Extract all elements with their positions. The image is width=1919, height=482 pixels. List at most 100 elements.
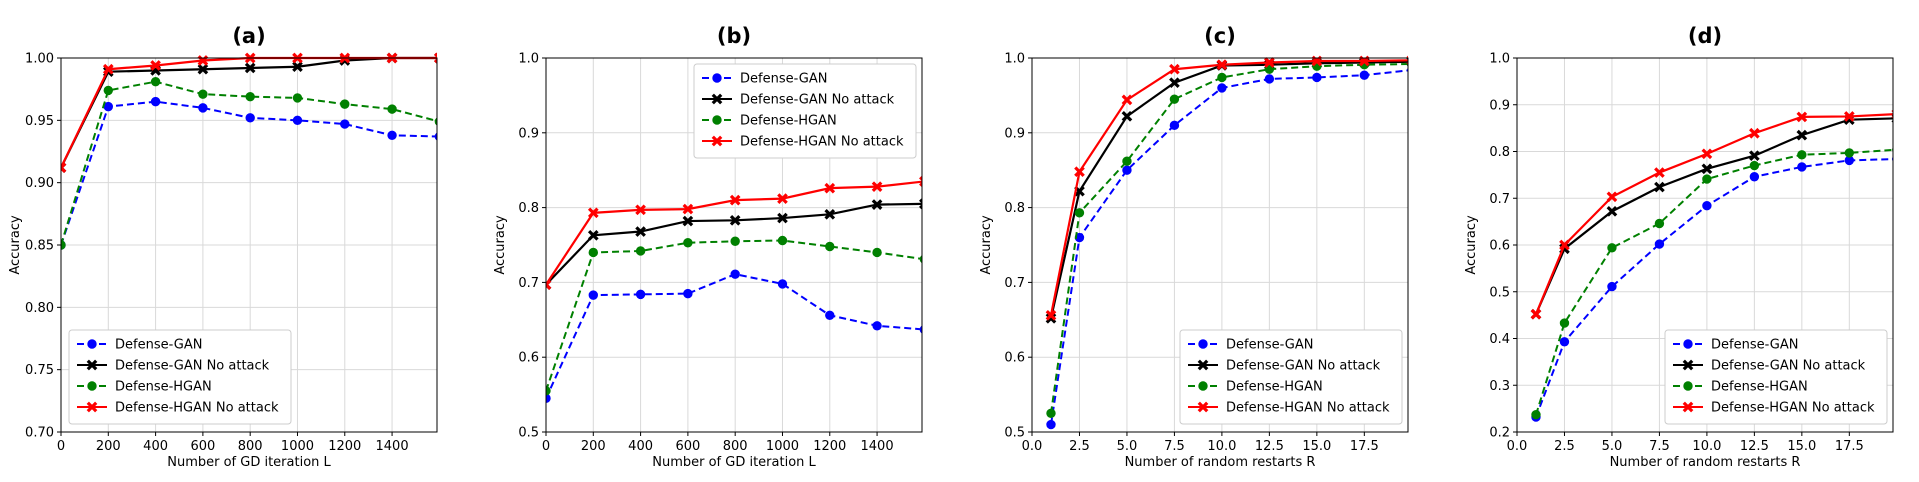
data-point-defense-gan: [1797, 162, 1807, 172]
legend-label: Defense-HGAN No attack: [115, 401, 279, 416]
legend-entry-defense-hgan-no-attack: Defense-HGAN No attack: [1673, 401, 1875, 416]
data-point-defense-gan-no-attack: [1169, 77, 1180, 89]
data-point-defense-gan: [777, 279, 788, 289]
data-point-defense-gan: [198, 103, 208, 113]
data-point-defense-hgan-no-attack: [1216, 59, 1228, 71]
x-axis-label: Number of random restarts R: [1610, 455, 1801, 470]
legend-label: Defense-GAN No attack: [115, 359, 270, 374]
data-point-defense-gan: [1169, 120, 1180, 131]
data-point-defense-hgan: [1797, 150, 1807, 160]
data-point-defense-hgan-no-attack: [777, 193, 788, 204]
x-tick-label: 0: [57, 439, 65, 454]
y-tick-label: 1.0: [1489, 52, 1510, 67]
legend-marker: [1197, 401, 1209, 413]
data-point-defense-hgan: [730, 236, 740, 246]
y-tick-label: 0.5: [518, 426, 539, 441]
data-point-defense-hgan-no-attack: [1654, 167, 1665, 178]
y-tick-label: 0.7: [1004, 276, 1025, 291]
data-point-defense-hgan: [387, 104, 397, 114]
chart-panel-d: 0.0 2.5 5.0 7.5 10.0 12.5 15.0 17.5 0.2 0.3 0.4 0.5…: [1464, 24, 1894, 470]
data-point-defense-gan: [1312, 72, 1322, 83]
x-tick-label: 0: [542, 439, 550, 454]
chart-panel-b: 0 200 400 600 800 1000 1200 1400 0.5 0.6 0.7 0.8 0.9…: [493, 24, 923, 470]
x-tick-label: 15.0: [1302, 439, 1331, 454]
series-line-defense-gan-no-attack: [1534, 117, 1893, 315]
x-tick-label: 1400: [376, 439, 409, 454]
data-point-defense-gan-no-attack: [1749, 150, 1760, 162]
data-point-defense-gan: [825, 310, 835, 321]
data-point-defense-gan: [1264, 74, 1275, 84]
data-point-defense-hgan: [103, 85, 113, 96]
x-tick-label: 1000: [281, 439, 314, 454]
y-axis-label: Accuracy: [493, 215, 508, 275]
data-point-defense-gan-no-attack: [1891, 113, 1893, 123]
data-point-defense-hgan-no-attack: [729, 194, 741, 206]
x-axis-label: Number of GD iteration L: [167, 455, 331, 470]
data-point-defense-hgan-no-attack: [1530, 308, 1542, 320]
data-point-defense-gan: [1892, 156, 1893, 162]
x-tick-label: 400: [628, 439, 653, 454]
chart-title: (b): [717, 24, 751, 48]
data-point-defense-hgan-no-attack: [1169, 63, 1180, 75]
legend-entry-defense-hgan-no-attack: Defense-HGAN No attack: [1188, 401, 1390, 416]
data-point-defense-gan: [150, 96, 161, 107]
legend-entry-defense-gan: Defense-GAN: [1188, 338, 1313, 353]
legend-marker: [1683, 381, 1693, 391]
data-point-defense-hgan: [919, 255, 922, 264]
data-point-defense-hgan: [1844, 148, 1855, 158]
data-point-defense-hgan-no-attack: [871, 181, 883, 192]
data-point-defense-gan-no-attack: [1045, 312, 1057, 324]
data-point-defense-gan: [1654, 239, 1665, 249]
data-point-defense-hgan: [1702, 174, 1712, 184]
chart-panel-c: 0.0 2.5 5.0 7.5 10.0 12.5 15.0 17.5 0.5 0.6 0.7 0.8…: [979, 24, 1409, 470]
y-tick-label: 1.0: [1004, 52, 1025, 67]
legend-entry-defense-hgan-no-attack: Defense-HGAN No attack: [77, 401, 279, 416]
x-tick-label: 400: [143, 439, 168, 454]
legend-marker: [1682, 359, 1694, 371]
x-tick-label: 12.5: [1255, 439, 1284, 454]
plot-frame: [545, 57, 923, 433]
legend-label: Defense-HGAN: [1711, 380, 1808, 395]
data-point-defense-hgan: [434, 117, 437, 126]
data-point-defense-gan: [1702, 201, 1712, 211]
data-point-defense-hgan-no-attack: [587, 207, 599, 219]
y-tick-label: 0.90: [25, 176, 54, 191]
data-point-defense-gan: [292, 115, 303, 126]
legend-entry-defense-hgan: Defense-HGAN: [1188, 380, 1323, 395]
legend-label: Defense-GAN: [115, 338, 202, 353]
legend-label: Defense-GAN: [1226, 338, 1313, 353]
legend: Defense-GAN Defense-GAN No attack Defense-…: [68, 329, 292, 425]
legend-entry-defense-gan: Defense-GAN: [702, 72, 827, 87]
y-tick-label: 0.6: [518, 351, 539, 366]
y-tick-label: 0.75: [25, 363, 54, 378]
y-tick-label: 0.7: [1489, 192, 1510, 207]
data-point-defense-hgan: [1892, 146, 1893, 153]
data-point-defense-gan: [1359, 70, 1370, 80]
y-tick-label: 1.0: [518, 52, 539, 67]
data-point-defense-hgan-no-attack: [1406, 55, 1408, 65]
legend-entry-defense-hgan: Defense-HGAN: [77, 380, 212, 395]
legend-label: Defense-GAN No attack: [1711, 359, 1866, 374]
legend-entry-defense-hgan: Defense-HGAN: [1673, 380, 1808, 395]
x-tick-label: 2.5: [1069, 439, 1090, 454]
series-group: [1530, 109, 1893, 422]
data-point-defense-hgan: [777, 235, 788, 246]
x-tick-label: 200: [581, 439, 606, 454]
x-tick-label: 0.0: [1022, 439, 1043, 454]
data-point-defense-gan-no-attack: [729, 214, 741, 226]
legend-label: Defense-GAN No attack: [1226, 359, 1381, 374]
data-point-defense-hgan: [1217, 72, 1227, 83]
data-point-defense-hgan-no-attack: [1843, 111, 1855, 122]
plot-frame: [1031, 57, 1409, 433]
x-tick-label: 600: [675, 439, 700, 454]
legend-marker: [711, 93, 723, 105]
x-tick-label: 800: [723, 439, 748, 454]
legend-entry-defense-gan: Defense-GAN: [77, 338, 202, 353]
legend-box: [1664, 329, 1888, 425]
data-point-defense-hgan-no-attack: [1264, 57, 1275, 68]
x-tick-label: 200: [96, 439, 121, 454]
y-tick-label: 0.80: [25, 301, 54, 316]
data-point-defense-gan: [635, 289, 646, 300]
legend-marker: [711, 135, 723, 147]
data-point-defense-hgan-no-attack: [1796, 111, 1808, 123]
